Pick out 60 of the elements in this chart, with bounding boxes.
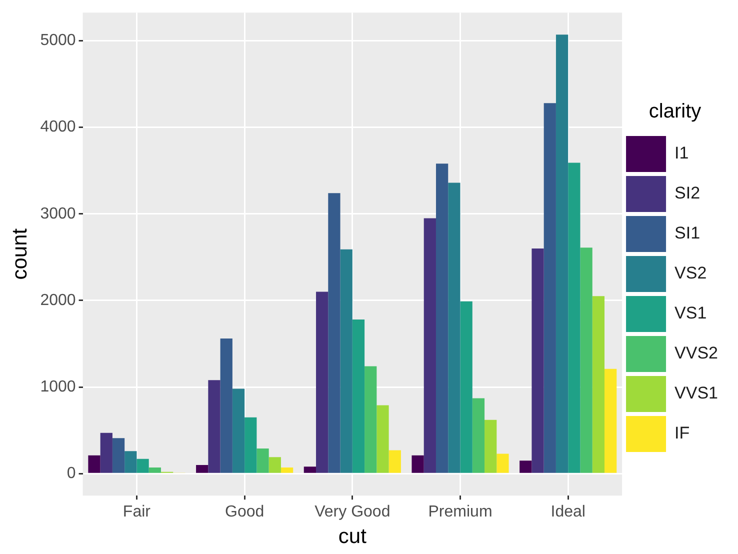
legend-label: VVS1	[674, 384, 718, 403]
legend-title: clarity	[648, 100, 702, 123]
bar	[520, 460, 532, 473]
x-tick-label: Premium	[428, 504, 492, 521]
bar	[592, 296, 605, 473]
bar	[376, 405, 389, 473]
legend-label: SI2	[674, 184, 700, 203]
bar	[220, 338, 232, 473]
bar	[196, 464, 208, 473]
bar	[232, 388, 245, 473]
bar	[496, 454, 509, 473]
bar	[280, 468, 294, 473]
bar	[460, 301, 472, 473]
bar	[256, 448, 269, 473]
bar	[316, 292, 328, 473]
x-tick-label: Very Good	[314, 504, 390, 521]
legend-label: VS1	[674, 304, 707, 323]
legend-label: SI1	[674, 224, 700, 243]
y-tick-label: 3000	[40, 205, 76, 222]
y-tick-label: 1000	[40, 378, 76, 396]
bar	[148, 468, 161, 473]
bar	[544, 103, 556, 473]
y-tick-label: 4000	[40, 118, 76, 136]
x-tick-label: Ideal	[550, 504, 586, 521]
bar	[244, 417, 257, 473]
y-tick-label: 0	[66, 465, 76, 482]
x-axis-title: cut	[338, 525, 367, 548]
bar	[388, 450, 401, 473]
y-tick-label: 2000	[40, 292, 76, 309]
bar	[304, 466, 316, 473]
bar	[484, 420, 497, 473]
bar	[436, 164, 448, 473]
bar	[124, 451, 137, 473]
legend-label: VVS2	[674, 344, 718, 363]
bar	[604, 368, 617, 473]
bar	[328, 193, 340, 473]
legend-label: IF	[674, 424, 690, 443]
y-tick-label: 5000	[40, 32, 76, 50]
x-tick-label: Fair	[122, 504, 152, 521]
bar	[100, 432, 112, 473]
bar	[112, 438, 125, 473]
bar	[364, 366, 377, 473]
bar	[472, 398, 485, 473]
bar	[88, 455, 100, 473]
bar	[352, 320, 365, 473]
bar	[568, 162, 580, 473]
bar	[532, 248, 544, 473]
y-axis-title: count	[8, 228, 32, 280]
bar	[208, 380, 220, 473]
bar	[424, 218, 436, 473]
x-tick-label: Good	[224, 504, 264, 521]
bar	[268, 457, 281, 473]
legend-label: VS2	[674, 264, 707, 283]
bar	[136, 458, 149, 473]
bar	[340, 249, 352, 473]
bar	[412, 455, 424, 473]
legend-label: I1	[674, 144, 689, 163]
bar	[580, 248, 592, 473]
bar	[556, 34, 568, 473]
bar	[448, 182, 460, 473]
